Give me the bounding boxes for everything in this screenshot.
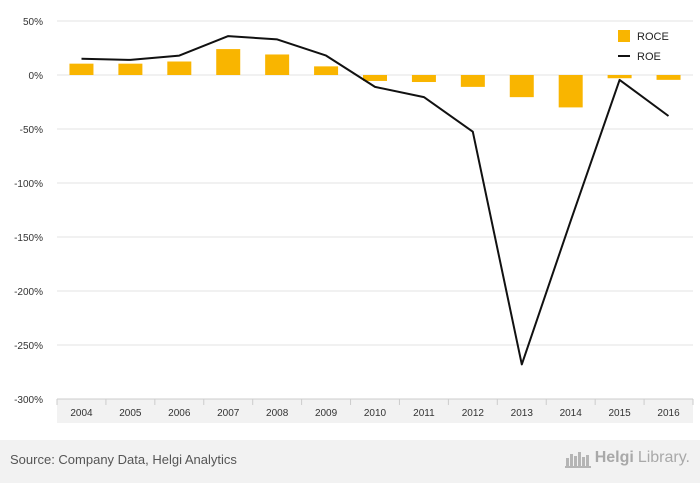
y-tick-label: 50%: [23, 17, 43, 28]
legend-roce-label: ROCE: [637, 31, 669, 43]
x-tick-label: 2013: [511, 408, 534, 419]
roce-bar: [656, 75, 681, 80]
roce-bar: [460, 75, 485, 87]
legend-roce-swatch: [618, 30, 630, 42]
x-tick-label: 2010: [364, 408, 387, 419]
x-tick-label: 2005: [119, 408, 142, 419]
roce-bar: [509, 75, 534, 98]
chart-area: 50% 0% -50% -100% -150% -200% -250% -300% 2004 20…: [14, 17, 694, 423]
x-tick-label: 2007: [217, 408, 240, 419]
brand-name-bold: Helgi: [594, 449, 634, 466]
x-tick-label: 2016: [657, 408, 680, 419]
y-tick-label: 0%: [29, 71, 44, 82]
roce-bar: [118, 63, 143, 75]
roce-bar: [558, 75, 583, 108]
x-axis-band: [57, 399, 693, 423]
source-text: Source: Company Data, Helgi Analytics: [10, 452, 237, 467]
helgi-library-brand[interactable]: Helgi Library.: [564, 448, 690, 468]
y-tick-label: -250%: [14, 341, 43, 352]
y-tick-label: -150%: [14, 233, 43, 244]
roce-bar: [167, 61, 192, 75]
x-tick-label: 2015: [608, 408, 631, 419]
roce-bar: [69, 63, 94, 75]
y-tick-label: -50%: [20, 125, 43, 136]
roce-bar: [265, 54, 290, 75]
y-tick-label: -200%: [14, 287, 43, 298]
y-tick-label: -300%: [14, 395, 43, 406]
x-tick-label: 2014: [560, 408, 583, 419]
x-tick-label: 2004: [70, 408, 93, 419]
roe-line: [81, 35, 670, 366]
brand-name-light: Library.: [637, 449, 690, 466]
x-tick-label: 2009: [315, 408, 338, 419]
helgi-library-logo-icon: [564, 452, 591, 468]
roce-bar: [216, 49, 241, 75]
y-tick-label: -100%: [14, 179, 43, 190]
footer: Source: Company Data, Helgi Analytics He…: [0, 440, 700, 483]
roce-bar: [411, 75, 436, 83]
x-tick-label: 2011: [413, 408, 435, 419]
legend-roe-label: ROE: [637, 51, 661, 63]
x-tick-label: 2012: [462, 408, 485, 419]
combo-chart: 50% 0% -50% -100% -150% -200% -250% -300% 2004 20…: [14, 17, 694, 423]
x-tick-label: 2006: [168, 408, 191, 419]
roce-bar: [363, 75, 387, 81]
x-tick-label: 2008: [266, 408, 289, 419]
roce-bar: [607, 75, 632, 79]
roce-bar: [314, 66, 339, 75]
